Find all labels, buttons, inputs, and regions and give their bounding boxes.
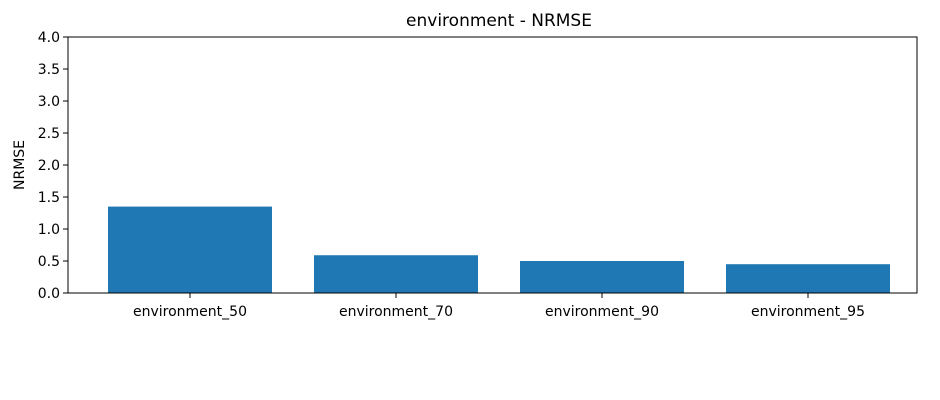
x-tick-label: environment_95 [751,304,865,320]
y-axis-label: NRMSE [12,140,28,190]
y-tick-label: 0.5 [38,254,60,270]
x-tick-label: environment_50 [133,304,247,320]
y-tick-label: 0.0 [38,286,60,302]
y-tick-label: 3.0 [38,94,60,110]
x-tick-label: environment_90 [545,304,659,320]
y-tick-label: 2.5 [38,126,60,142]
x-tick-label: environment_70 [339,304,453,320]
y-axis: 0.0 0.5 1.0 1.5 2.0 2.5 3.0 3.5 4.0 [38,30,68,302]
bar-environment_70 [314,255,478,293]
y-tick-label: 2.0 [38,158,60,174]
x-axis: environment_50 environment_70 environment_… [133,293,865,320]
y-tick-label: 3.5 [38,62,60,78]
plot-frame [67,36,918,294]
bars [108,206,890,293]
bar-environment_95 [726,264,890,293]
y-tick-label: 1.0 [38,222,60,238]
y-tick-label: 1.5 [38,190,60,206]
bar-environment_90 [520,261,684,293]
bar-environment_50 [108,206,272,293]
y-tick-label: 4.0 [38,30,60,46]
chart-title: environment - NRMSE [406,11,592,31]
